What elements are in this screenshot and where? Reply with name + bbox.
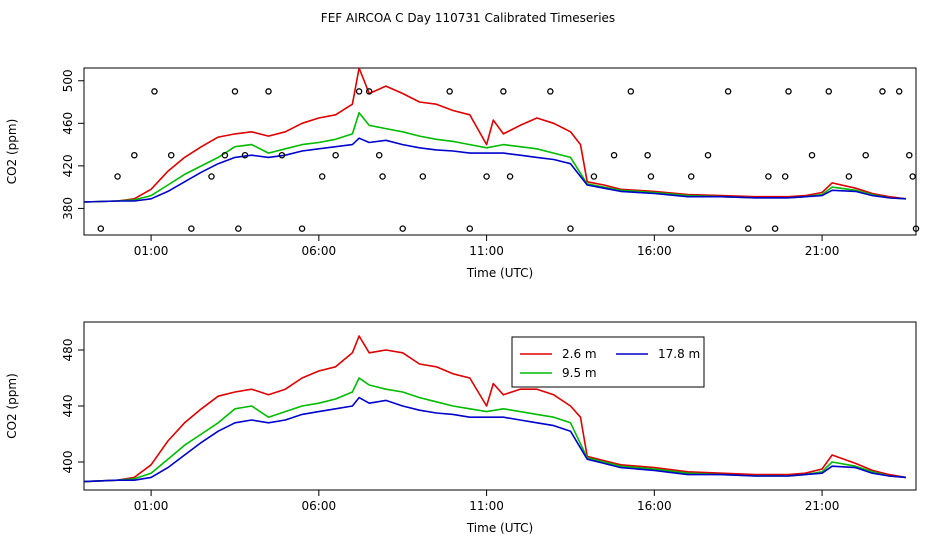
bottom-x-axis-label: Time (UTC) [466, 521, 533, 535]
marker-point [567, 225, 574, 232]
top-plot-frame [83, 67, 917, 236]
x-tick-label: 06:00 [302, 244, 337, 258]
x-tick-label: 11:00 [469, 499, 504, 513]
legend: 2.6 m 9.5 m 17.8 m [511, 336, 705, 388]
marker-point [221, 151, 229, 159]
marker-point [627, 88, 635, 95]
bottom-series [83, 335, 907, 483]
bottom-x-ticks: 01:00 06:00 11:00 16:00 21:00 [134, 490, 840, 513]
marker-point [724, 88, 732, 95]
top-y-axis-label: CO2 (ppm) [5, 119, 19, 185]
marker-point [419, 173, 427, 180]
marker-point [318, 173, 326, 180]
bottom-panel: 01:00 06:00 11:00 16:00 21:00 400 440 480 Time… [5, 321, 917, 535]
marker-point [547, 88, 554, 95]
series-line-2-6-m [83, 335, 907, 483]
marker-point [745, 225, 752, 232]
marker-point [610, 151, 618, 159]
legend-label-3: 17.8 m [658, 347, 700, 361]
bottom-y-axis-label: CO2 (ppm) [5, 373, 19, 439]
marker-point [704, 151, 712, 159]
marker-point [644, 151, 651, 159]
marker-point [466, 225, 474, 232]
x-tick-label: 16:00 [637, 499, 672, 513]
x-tick-label: 11:00 [469, 244, 504, 258]
series-line-17-8-m [83, 396, 906, 483]
top-x-axis-label: Time (UTC) [466, 266, 533, 280]
x-tick-label: 06:00 [302, 499, 337, 513]
marker-point [208, 173, 215, 180]
marker-point [235, 225, 242, 232]
marker-point [379, 173, 386, 180]
marker-point [895, 88, 903, 95]
marker-point [167, 151, 175, 159]
top-panel: 01:00 06:00 11:00 16:00 21:00 380 420 460 500 T… [5, 67, 920, 280]
marker-point [862, 151, 869, 159]
top-y-ticks: 380 420 460 500 [61, 69, 84, 220]
marker-point [845, 173, 853, 180]
y-tick-label: 380 [61, 197, 75, 220]
marker-point [483, 173, 490, 180]
chart-title: FEF AIRCOA C Day 110731 Calibrated Times… [321, 11, 615, 25]
marker-point [912, 225, 920, 232]
marker-point [765, 173, 772, 180]
top-x-ticks: 01:00 06:00 11:00 16:00 21:00 [134, 235, 840, 258]
y-tick-label: 420 [61, 154, 75, 177]
marker-point [278, 151, 286, 159]
marker-point [825, 88, 833, 95]
legend-label-2: 9.5 m [562, 366, 597, 380]
marker-point [590, 173, 598, 180]
marker-point [647, 173, 655, 180]
legend-label-1: 2.6 m [562, 347, 597, 361]
y-tick-label: 500 [61, 69, 75, 92]
marker-point [781, 173, 789, 180]
marker-point [355, 88, 363, 95]
y-tick-label: 460 [61, 112, 75, 135]
series-line-2-6-m [83, 67, 906, 203]
marker-point [265, 88, 272, 95]
bottom-y-ticks: 400 440 480 [61, 339, 84, 474]
marker-point [241, 151, 249, 159]
x-tick-label: 21:00 [805, 244, 840, 258]
marker-point [785, 88, 792, 95]
marker-point [808, 151, 816, 159]
marker-point [114, 173, 121, 180]
bottom-plot-frame [83, 321, 917, 491]
marker-point [446, 88, 453, 95]
marker-point [365, 88, 373, 95]
marker-point [399, 225, 406, 232]
marker-point [131, 151, 138, 159]
marker-point [151, 88, 158, 95]
y-tick-label: 440 [61, 395, 75, 418]
legend-box [511, 336, 705, 388]
marker-point [375, 151, 383, 159]
marker-point [188, 225, 195, 232]
marker-point [667, 225, 675, 232]
marker-point [687, 173, 695, 180]
series-line-9-5-m [83, 111, 906, 203]
marker-point [298, 225, 306, 232]
marker-point [332, 151, 339, 159]
x-tick-label: 16:00 [637, 244, 672, 258]
marker-point [97, 225, 105, 232]
x-tick-label: 21:00 [805, 499, 840, 513]
series-line-9-5-m [83, 377, 906, 483]
series-line-17-8-m [83, 137, 906, 203]
marker-point [231, 88, 239, 95]
marker-point [506, 173, 514, 180]
top-markers [97, 88, 920, 232]
marker-point [909, 173, 916, 180]
marker-point [906, 151, 913, 159]
marker-point [879, 88, 886, 95]
top-series [83, 67, 906, 203]
y-tick-label: 400 [61, 451, 75, 474]
x-tick-label: 01:00 [134, 499, 169, 513]
marker-point [771, 225, 779, 232]
marker-point [500, 88, 507, 95]
x-tick-label: 01:00 [134, 244, 169, 258]
y-tick-label: 480 [61, 339, 75, 362]
